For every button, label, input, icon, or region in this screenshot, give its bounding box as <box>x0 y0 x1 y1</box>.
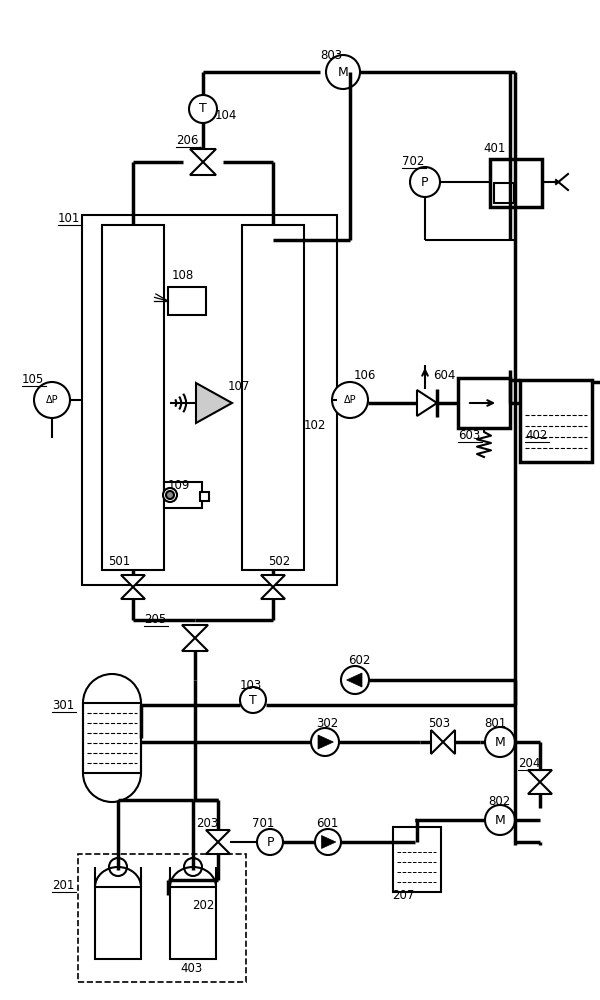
Circle shape <box>34 382 70 418</box>
Circle shape <box>166 491 174 499</box>
Text: T: T <box>249 694 257 706</box>
Bar <box>242 225 304 570</box>
Text: 601: 601 <box>316 817 338 830</box>
Polygon shape <box>322 836 336 848</box>
Polygon shape <box>121 575 145 587</box>
Text: M: M <box>494 736 505 748</box>
Text: ΔP: ΔP <box>344 395 356 405</box>
Bar <box>164 482 202 508</box>
Circle shape <box>311 728 339 756</box>
Text: M: M <box>494 814 505 826</box>
Polygon shape <box>431 730 443 754</box>
Text: 803: 803 <box>320 49 342 62</box>
Text: 104: 104 <box>215 109 238 122</box>
Text: 107: 107 <box>228 380 250 393</box>
Text: 502: 502 <box>268 555 290 568</box>
Text: T: T <box>199 103 207 115</box>
Text: 603: 603 <box>458 429 480 442</box>
Bar <box>520 380 592 462</box>
Text: 301: 301 <box>52 699 74 712</box>
Polygon shape <box>528 770 552 782</box>
Bar <box>170 887 216 959</box>
Text: 201: 201 <box>52 879 74 892</box>
Text: 203: 203 <box>196 817 218 830</box>
Bar <box>102 225 164 570</box>
Circle shape <box>240 687 266 713</box>
Text: 106: 106 <box>354 369 376 382</box>
Circle shape <box>163 488 177 502</box>
Bar <box>494 183 514 203</box>
Polygon shape <box>417 390 437 416</box>
Bar <box>78 854 246 982</box>
Text: 801: 801 <box>484 717 506 730</box>
Polygon shape <box>182 638 208 651</box>
Bar <box>200 492 209 501</box>
Text: 109: 109 <box>168 479 190 492</box>
Circle shape <box>485 727 515 757</box>
Text: 207: 207 <box>392 889 415 902</box>
Polygon shape <box>182 625 208 638</box>
Text: P: P <box>266 836 274 848</box>
Text: 102: 102 <box>304 419 326 432</box>
Polygon shape <box>528 782 552 794</box>
Circle shape <box>184 858 202 876</box>
Text: 206: 206 <box>176 134 199 147</box>
Circle shape <box>410 167 440 197</box>
Polygon shape <box>206 842 230 854</box>
Text: 103: 103 <box>240 679 262 692</box>
Text: ΔP: ΔP <box>46 395 58 405</box>
Bar <box>458 378 510 428</box>
Polygon shape <box>196 383 232 423</box>
Text: 403: 403 <box>180 962 202 975</box>
Circle shape <box>332 382 368 418</box>
Text: 501: 501 <box>108 555 130 568</box>
Polygon shape <box>347 673 362 687</box>
Text: 205: 205 <box>144 613 166 626</box>
Text: 503: 503 <box>428 717 450 730</box>
Polygon shape <box>318 735 334 749</box>
Circle shape <box>189 95 217 123</box>
Circle shape <box>326 55 360 89</box>
Circle shape <box>341 666 369 694</box>
Text: M: M <box>338 66 349 79</box>
Circle shape <box>109 858 127 876</box>
Polygon shape <box>206 830 230 842</box>
Text: 701: 701 <box>252 817 274 830</box>
Polygon shape <box>121 587 145 599</box>
Text: 401: 401 <box>483 142 505 155</box>
Bar <box>168 287 206 315</box>
Bar <box>83 703 141 773</box>
Polygon shape <box>261 587 285 599</box>
Circle shape <box>315 829 341 855</box>
Bar <box>393 827 441 892</box>
Text: 402: 402 <box>525 429 547 442</box>
Bar <box>82 215 337 585</box>
Text: 101: 101 <box>58 212 80 225</box>
Polygon shape <box>443 730 455 754</box>
Polygon shape <box>190 149 216 162</box>
Text: P: P <box>421 176 429 188</box>
Text: 802: 802 <box>488 795 510 808</box>
Bar <box>95 887 141 959</box>
Text: 202: 202 <box>192 899 214 912</box>
Polygon shape <box>261 575 285 587</box>
Text: 108: 108 <box>172 269 194 282</box>
Circle shape <box>257 829 283 855</box>
Text: 204: 204 <box>518 757 541 770</box>
Polygon shape <box>190 162 216 175</box>
Text: 702: 702 <box>402 155 424 168</box>
Text: 302: 302 <box>316 717 338 730</box>
Circle shape <box>485 805 515 835</box>
Text: 604: 604 <box>433 369 455 382</box>
Bar <box>490 159 542 207</box>
Text: 105: 105 <box>22 373 44 386</box>
Text: 602: 602 <box>348 654 370 667</box>
